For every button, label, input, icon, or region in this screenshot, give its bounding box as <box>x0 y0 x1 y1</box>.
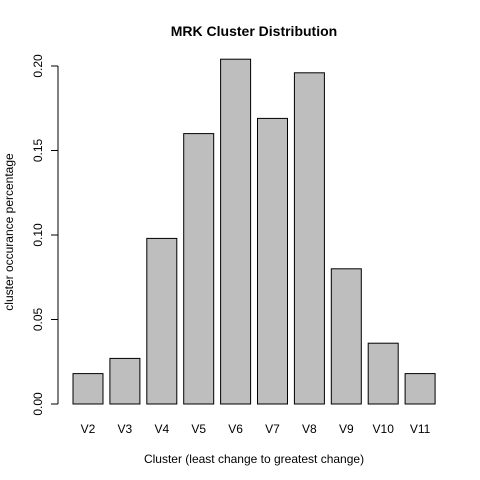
y-tick-label: 0.00 <box>31 392 45 416</box>
x-tick-label-V9: V9 <box>339 422 354 436</box>
bar-V6 <box>220 58 252 405</box>
x-axis-label: Cluster (least change to greatest change… <box>144 452 364 466</box>
y-axis-label: cluster occurance percentage <box>2 153 16 311</box>
x-tick-label-V4: V4 <box>154 422 169 436</box>
x-tick-label-V10: V10 <box>373 422 395 436</box>
bars-group <box>72 58 436 405</box>
bar-V5 <box>183 133 215 405</box>
bar-V4 <box>146 237 178 405</box>
y-tick-label: 0.05 <box>31 307 45 331</box>
y-tick-label: 0.20 <box>31 54 45 78</box>
bar-V8 <box>293 72 325 405</box>
y-tick-label: 0.10 <box>31 223 45 247</box>
x-tick-label-V2: V2 <box>81 422 96 436</box>
y-axis: 0.00 0.05 0.10 0.15 0.20 <box>31 54 59 416</box>
bar-V7 <box>257 117 288 405</box>
y-tick-label: 0.15 <box>31 138 45 162</box>
bar-V2 <box>72 373 104 405</box>
x-tick-labels: V2 V3 V4 V5 V6 V7 V8 V9 V10 V11 <box>81 422 431 436</box>
bar-V10 <box>367 342 399 405</box>
bar-V3 <box>109 357 141 405</box>
x-tick-label-V6: V6 <box>228 422 243 436</box>
chart-title: MRK Cluster Distribution <box>171 23 337 39</box>
x-tick-label-V11: V11 <box>410 422 431 436</box>
x-tick-label-V5: V5 <box>191 422 206 436</box>
x-tick-label-V8: V8 <box>302 422 317 436</box>
x-tick-label-V3: V3 <box>118 422 133 436</box>
bar-V11 <box>404 373 436 405</box>
x-tick-label-V7: V7 <box>265 422 280 436</box>
bar-V9 <box>330 268 362 405</box>
